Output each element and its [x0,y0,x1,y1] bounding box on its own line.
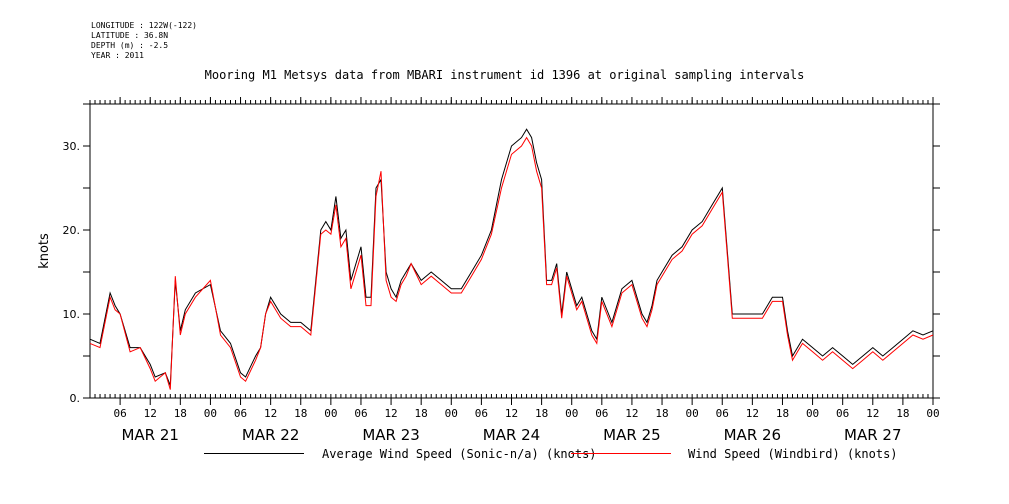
x-tick-label: 06 [354,407,367,420]
x-tick-label: 00 [686,407,699,420]
series-line-average-wind-speed [89,128,934,386]
year-label: YEAR : 2011 [91,51,144,60]
x-tick-label: 06 [234,407,247,420]
plot-frame [89,103,934,399]
x-tick-label: 06 [475,407,488,420]
x-day-label: MAR 26 [724,426,781,444]
x-tick-label: 00 [324,407,337,420]
x-tick-label: 18 [655,407,668,420]
chart-title: Mooring M1 Metsys data from MBARI instru… [204,68,805,82]
x-day-label: MAR 22 [242,426,299,444]
x-tick-label: 06 [113,407,126,420]
x-tick-label: 18 [776,407,789,420]
x-tick-label: 00 [806,407,819,420]
x-tick-label: 00 [565,407,578,420]
x-tick-label: 18 [294,407,307,420]
x-day-label: MAR 23 [362,426,419,444]
x-tick-label: 18 [415,407,428,420]
metadata-block: LONGITUDE : 122W(-122) LATITUDE : 36.8N … [91,21,197,61]
x-tick-label: 00 [204,407,217,420]
longitude-label: LONGITUDE : 122W(-122) [91,21,197,30]
y-tick-label: 10. [63,308,81,321]
legend-label-windbird: Wind Speed (Windbird) (knots) [688,447,898,461]
x-tick-label: 12 [625,407,638,420]
y-axis-label: knots [37,233,52,269]
series-line-windbird-wind-speed [89,136,934,390]
y-tick-label: 0. [70,392,81,405]
x-tick-label: 06 [716,407,729,420]
depth-label: DEPTH (m) : -2.5 [91,41,169,50]
y-tick-label: 20. [63,224,81,237]
legend-swatch-average [204,453,304,454]
x-day-label: MAR 24 [483,426,540,444]
legend-swatch-windbird [571,453,671,454]
legend: Average Wind Speed (Sonic-n/a) (knots) W… [0,447,1009,463]
x-tick-label: 18 [535,407,548,420]
x-tick-label: 06 [595,407,608,420]
x-day-label: MAR 21 [121,426,178,444]
x-tick-label: 06 [836,407,849,420]
y-tick-label: 30. [63,140,81,153]
x-tick-label: 12 [144,407,157,420]
x-tick-label: 00 [926,407,939,420]
x-tick-label: 00 [445,407,458,420]
latitude-label: LATITUDE : 36.8N [91,31,169,40]
legend-label-average: Average Wind Speed (Sonic-n/a) (knots) [322,447,597,461]
x-tick-label: 18 [896,407,909,420]
x-tick-label: 12 [384,407,397,420]
x-tick-label: 12 [866,407,879,420]
x-tick-label: 12 [505,407,518,420]
x-day-label: MAR 27 [844,426,901,444]
x-day-label: MAR 25 [603,426,660,444]
x-tick-label: 12 [746,407,759,420]
x-tick-label: 18 [174,407,187,420]
x-tick-label: 12 [264,407,277,420]
